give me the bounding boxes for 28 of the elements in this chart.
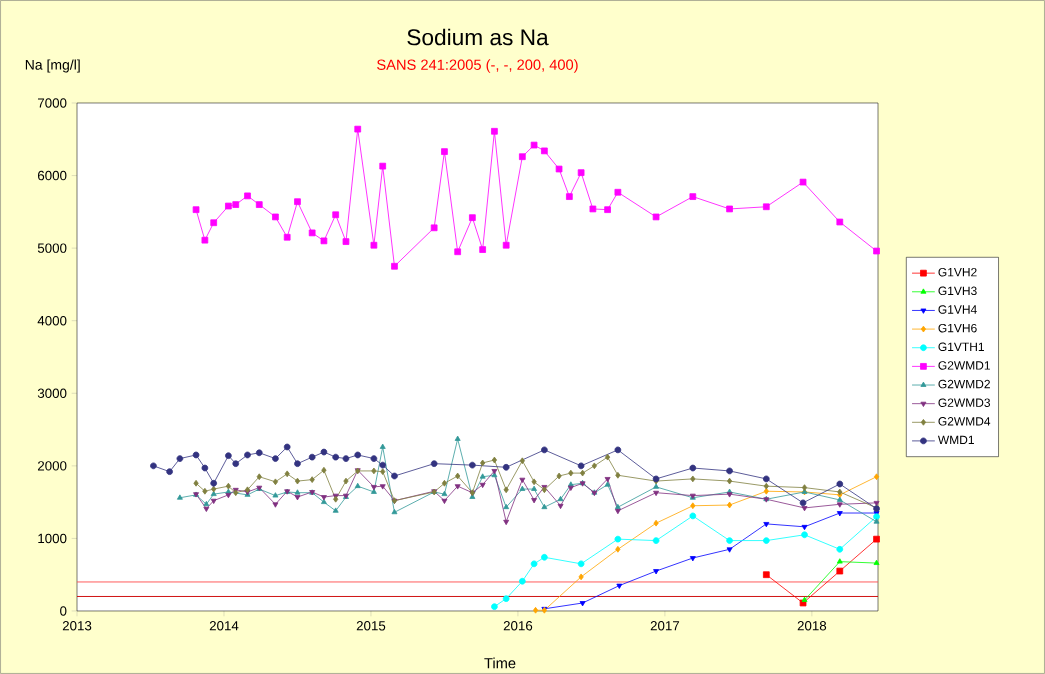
chart-title: Sodium as Na [407, 28, 549, 46]
legend-label: G2WMD2 [938, 379, 990, 389]
y-tick-label: 0 [60, 606, 67, 616]
x-tick-label: 2015 [356, 621, 386, 631]
chart-subtitle: SANS 241:2005 (-, -, 200, 400) [377, 59, 578, 73]
y-axis-title: Na [mg/l] [25, 59, 80, 73]
x-tick-label: 2013 [62, 621, 92, 631]
legend-label: G1VH4 [938, 305, 977, 314]
x-tick-label: 2017 [650, 621, 680, 631]
legend-label: G1VH6 [938, 323, 977, 333]
legend-label: G2WMD4 [938, 417, 991, 426]
y-tick-label: 3000 [37, 388, 67, 398]
y-tick-label: 1000 [38, 533, 67, 544]
y-tick-label: 4000 [37, 315, 67, 326]
y-tick-label: 7000 [38, 98, 67, 108]
y-tick-label: 2000 [37, 461, 67, 471]
legend-label: G1VH2 [938, 267, 977, 277]
legend-label: G1VTH1 [938, 342, 984, 352]
x-tick-label: 2014 [209, 621, 239, 631]
x-tick-label: 2016 [503, 621, 533, 631]
legend-label: G1VH3 [938, 286, 977, 296]
x-tick-label: 2018 [797, 621, 827, 631]
x-axis-title: Time [484, 657, 516, 669]
legend-label: WMD1 [937, 435, 974, 445]
legend-label: G2WMD3 [938, 398, 991, 407]
y-tick-label: 5000 [37, 243, 67, 253]
y-tick-label: 6000 [37, 170, 67, 181]
legend-label: G2WMD1 [938, 361, 990, 370]
